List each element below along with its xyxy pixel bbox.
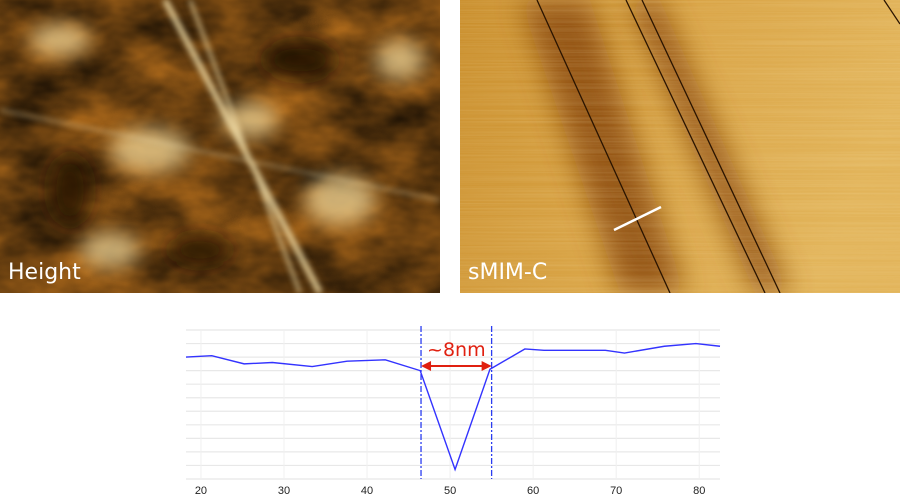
height-afm-image: [0, 0, 440, 293]
smim-c-label: sMIM-C: [468, 260, 548, 285]
width-annotation-label: ~8nm: [427, 339, 486, 361]
profile-series-line: [185, 342, 721, 472]
profile-scan-line: [613, 205, 662, 232]
height-label: Height: [8, 260, 81, 285]
x-tick-label: 30: [278, 485, 290, 497]
x-tick-label: 40: [361, 485, 373, 497]
x-tick-label: 60: [527, 485, 539, 497]
height-image-panel: Height: [0, 0, 440, 293]
x-tick-label: 70: [610, 485, 622, 497]
x-tick-label: 80: [693, 485, 705, 497]
x-tick-label: 20: [195, 485, 207, 497]
smim-image-panel: sMIM-C: [460, 0, 900, 293]
line-profile-chart: 20 30 40 50 60 70 80 ~8nm: [185, 326, 721, 497]
smim-c-image: [460, 0, 900, 293]
width-annotation: ~8nm: [421, 339, 492, 371]
x-tick-label: 50: [444, 485, 456, 497]
